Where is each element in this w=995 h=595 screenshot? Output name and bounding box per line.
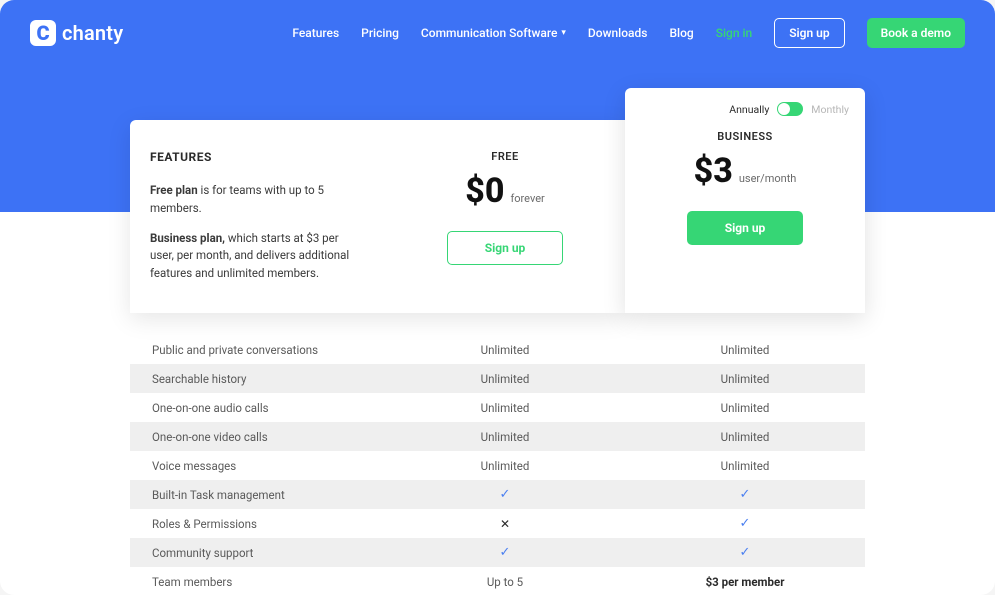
- free-price: $0: [465, 171, 504, 211]
- nav-features[interactable]: Features: [292, 26, 339, 40]
- toggle-monthly-label: Monthly: [811, 103, 849, 116]
- business-plan-bold: Business plan,: [150, 231, 225, 245]
- feature-name-cell: Built-in Task management: [130, 488, 385, 502]
- check-icon: ✓: [740, 516, 751, 531]
- top-nav: C chanty Features Pricing Communication …: [0, 0, 995, 48]
- feature-name-cell: Team members: [130, 575, 385, 589]
- feature-name-cell: Searchable history: [130, 372, 385, 386]
- table-row: Roles & Permissions ✕ ✓: [130, 509, 865, 538]
- feature-name-cell: One-on-one video calls: [130, 430, 385, 444]
- brand-name: chanty: [62, 21, 123, 45]
- feature-name-cell: Roles & Permissions: [130, 517, 385, 531]
- toggle-annually-label: Annually: [729, 103, 769, 116]
- check-icon: ✓: [500, 487, 511, 502]
- free-value-cell: ✓: [385, 487, 625, 502]
- feature-name-cell: One-on-one audio calls: [130, 401, 385, 415]
- feature-name-cell: Public and private conversations: [130, 343, 385, 357]
- nav-downloads[interactable]: Downloads: [588, 26, 648, 40]
- table-row: Voice messagesUnlimitedUnlimited: [130, 451, 865, 480]
- table-row: One-on-one video callsUnlimitedUnlimited: [130, 422, 865, 451]
- nav-blog[interactable]: Blog: [669, 26, 693, 40]
- free-plan-bold: Free plan: [150, 183, 198, 197]
- business-value-cell: Unlimited: [625, 343, 865, 357]
- billing-toggle[interactable]: [777, 102, 803, 116]
- table-row: Searchable historyUnlimitedUnlimited: [130, 364, 865, 393]
- business-price-sub: user/month: [739, 172, 797, 185]
- business-value-cell: Unlimited: [625, 459, 865, 473]
- brand-icon: C: [30, 20, 56, 46]
- table-row: Public and private conversationsUnlimite…: [130, 335, 865, 364]
- business-value-cell: Unlimited: [625, 372, 865, 386]
- pricing-cards-row: FEATURES Free plan is for teams with up …: [0, 88, 995, 313]
- free-price-sub: forever: [510, 192, 544, 205]
- check-icon: ✓: [740, 545, 751, 560]
- pricing-content: FEATURES Free plan is for teams with up …: [0, 88, 995, 595]
- billing-toggle-row: Annually Monthly: [641, 102, 849, 116]
- free-value-cell: ✓: [385, 545, 625, 560]
- business-price: $3: [694, 151, 733, 191]
- free-plan-card: FREE $0 forever Sign up: [385, 120, 625, 313]
- business-value-cell: ✓: [625, 516, 865, 531]
- business-value-cell: Unlimited: [625, 430, 865, 444]
- table-row: One-on-one audio callsUnlimitedUnlimited: [130, 393, 865, 422]
- business-value-cell: ✓: [625, 545, 865, 560]
- nav-signup-button[interactable]: Sign up: [774, 18, 844, 48]
- feature-name-cell: Community support: [130, 546, 385, 560]
- free-value-cell: Unlimited: [385, 343, 625, 357]
- free-value-cell: Unlimited: [385, 401, 625, 415]
- nav-communication-software[interactable]: Communication Software ▾: [421, 26, 566, 40]
- free-price-row: $0 forever: [405, 171, 605, 211]
- check-icon: ✓: [740, 487, 751, 502]
- table-row: Team membersUp to 5$3 per member: [130, 567, 865, 595]
- cross-icon: ✕: [500, 517, 510, 531]
- business-plan-card: Annually Monthly BUSINESS $3 user/month …: [625, 88, 865, 313]
- check-icon: ✓: [500, 545, 511, 560]
- nav-communication-software-label: Communication Software: [421, 26, 557, 40]
- nav-pricing[interactable]: Pricing: [361, 26, 399, 40]
- free-value-cell: Unlimited: [385, 459, 625, 473]
- business-plan-label: BUSINESS: [641, 130, 849, 143]
- business-signup-button[interactable]: Sign up: [687, 211, 803, 245]
- features-description: Free plan is for teams with up to 5 memb…: [150, 182, 365, 283]
- page-root: C chanty Features Pricing Communication …: [0, 0, 995, 595]
- free-value-cell: ✕: [385, 517, 625, 531]
- free-value-cell: Unlimited: [385, 372, 625, 386]
- free-value-cell: Unlimited: [385, 430, 625, 444]
- business-value-cell: $3 per member: [625, 575, 865, 589]
- table-row: Community support ✓ ✓: [130, 538, 865, 567]
- left-mid-card-group: FEATURES Free plan is for teams with up …: [130, 120, 625, 313]
- free-signup-button[interactable]: Sign up: [447, 231, 563, 265]
- nav-signin[interactable]: Sign in: [716, 26, 753, 40]
- free-plan-label: FREE: [405, 150, 605, 163]
- nav-links: Features Pricing Communication Software …: [292, 18, 965, 48]
- comparison-table: Public and private conversationsUnlimite…: [130, 335, 865, 595]
- feature-name-cell: Voice messages: [130, 459, 385, 473]
- brand[interactable]: C chanty: [30, 20, 123, 46]
- features-card: FEATURES Free plan is for teams with up …: [130, 120, 385, 313]
- table-row: Built-in Task management ✓ ✓: [130, 480, 865, 509]
- free-value-cell: Up to 5: [385, 575, 625, 589]
- business-value-cell: Unlimited: [625, 401, 865, 415]
- chevron-down-icon: ▾: [561, 28, 566, 38]
- features-title: FEATURES: [150, 150, 365, 164]
- toggle-knob: [778, 103, 790, 115]
- business-value-cell: ✓: [625, 487, 865, 502]
- business-price-row: $3 user/month: [641, 151, 849, 191]
- nav-book-demo-button[interactable]: Book a demo: [867, 18, 965, 48]
